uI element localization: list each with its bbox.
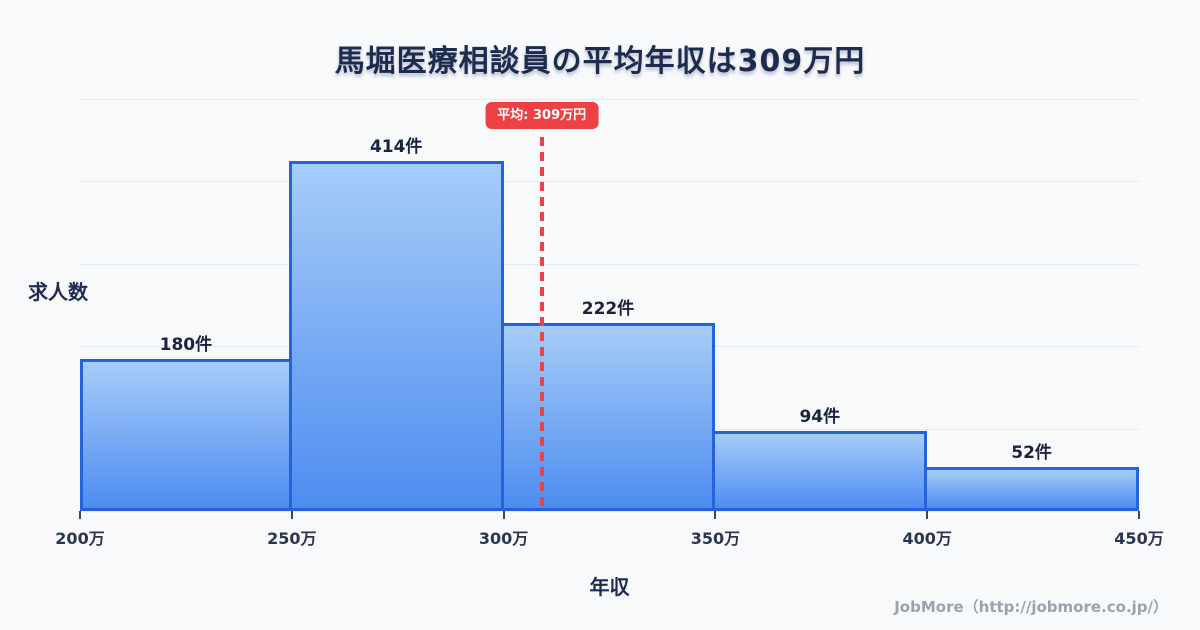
gridline xyxy=(80,511,1139,512)
bar-value-label: 414件 xyxy=(369,136,423,157)
bar-value-label: 180件 xyxy=(159,334,213,355)
bar-value-label: 52件 xyxy=(1011,443,1052,464)
x-tick-mark xyxy=(290,511,293,519)
histogram-bar: 94件 xyxy=(712,407,928,511)
x-tick-mark xyxy=(1138,511,1140,519)
bar-value-label: 222件 xyxy=(581,299,635,320)
histogram-bar: 52件 xyxy=(924,443,1139,511)
histogram-bar: 414件 xyxy=(288,137,504,511)
chart-title: 馬堀医療相談員の平均年収は309万円 xyxy=(334,44,866,79)
gridline xyxy=(80,99,1139,100)
gridline xyxy=(80,263,1139,265)
average-badge: 平均: 309万円 xyxy=(485,102,599,129)
bar-value-label: 94件 xyxy=(799,407,841,428)
histogram-bar: 222件 xyxy=(500,299,716,511)
x-tick-label: 350万 xyxy=(690,529,741,548)
x-tick-label: 250万 xyxy=(267,529,317,548)
x-tick-label: 200万 xyxy=(55,529,105,548)
histogram-bar: 180件 xyxy=(80,335,292,511)
x-tick-mark xyxy=(926,511,929,519)
x-tick-label: 450万 xyxy=(1114,529,1164,548)
plot-area: 180件 414件 222件 94件 52件 平均: 309万円 200万 250万 300… xyxy=(55,99,1164,548)
x-tick-mark xyxy=(714,511,717,519)
footer-credit: JobMore（http://jobmore.co.jp/） xyxy=(894,598,1168,616)
gridline xyxy=(80,181,1139,183)
y-axis-label: 求人数 xyxy=(28,280,88,304)
x-tick-label: 300万 xyxy=(478,529,529,548)
average-line xyxy=(539,137,544,511)
x-tick-mark xyxy=(79,511,81,519)
x-axis-label: 年収 xyxy=(589,575,630,599)
x-tick-label: 400万 xyxy=(902,529,952,548)
x-tick-mark xyxy=(502,511,505,519)
